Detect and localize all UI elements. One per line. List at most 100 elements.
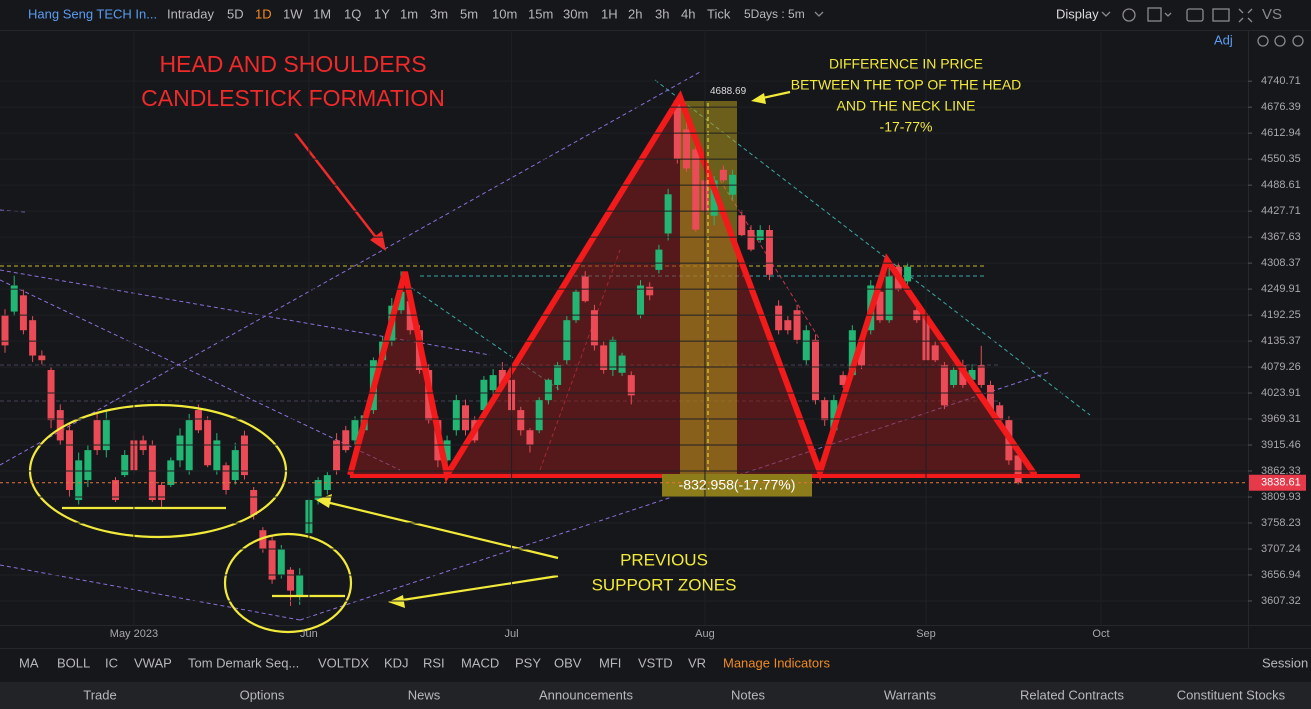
timeframe-button[interactable]: 30m bbox=[563, 6, 588, 21]
tab[interactable]: Trade bbox=[83, 687, 116, 702]
candle-body bbox=[194, 410, 202, 431]
timeframe-button[interactable]: Intraday bbox=[167, 6, 214, 21]
arrowhead bbox=[370, 231, 386, 251]
dropdown-caret bbox=[814, 11, 824, 17]
timeframe-button[interactable]: 3m bbox=[430, 6, 448, 21]
candle-body bbox=[692, 149, 700, 230]
candle-body bbox=[673, 100, 681, 160]
timeframe-button[interactable]: 2h bbox=[628, 6, 642, 21]
indicator-button[interactable]: VSTD bbox=[638, 655, 673, 670]
annotation: SUPPORT ZONES bbox=[592, 575, 737, 594]
candle-body bbox=[489, 375, 497, 391]
y-tick-label: 4249.91 bbox=[1261, 283, 1301, 295]
timeframe-button[interactable]: 5D bbox=[227, 6, 244, 21]
indicator-button[interactable]: VR bbox=[688, 655, 706, 670]
y-tick-label: 3758.23 bbox=[1261, 517, 1301, 529]
y-tick-label: 3656.94 bbox=[1261, 569, 1301, 581]
y-tick-label: 3915.46 bbox=[1261, 439, 1301, 451]
timeframe-button[interactable]: 1W bbox=[283, 6, 303, 21]
candle-body bbox=[204, 420, 212, 466]
timeframe-button[interactable]: 1m bbox=[400, 6, 418, 21]
indicator-button[interactable]: IC bbox=[105, 655, 118, 670]
candle-body bbox=[802, 330, 810, 361]
display-button[interactable]: Display bbox=[1056, 6, 1099, 21]
timeframe-button[interactable]: 3h bbox=[655, 6, 669, 21]
tab[interactable]: News bbox=[408, 687, 441, 702]
candle-body bbox=[738, 215, 746, 236]
timeframe-button[interactable]: 1H bbox=[601, 6, 618, 21]
timeframe-button[interactable]: 1D bbox=[255, 6, 272, 21]
manage-indicators[interactable]: Manage Indicators bbox=[723, 655, 830, 670]
candle-body bbox=[75, 460, 83, 500]
candle-body bbox=[609, 339, 617, 370]
candle-body bbox=[1, 315, 9, 346]
candle-body bbox=[655, 249, 663, 270]
timeframe-button[interactable]: 4h bbox=[681, 6, 695, 21]
layout-icon[interactable] bbox=[1147, 7, 1162, 22]
indicator-button[interactable]: MA bbox=[19, 655, 39, 670]
redo-icon[interactable] bbox=[1274, 35, 1286, 47]
candle-body bbox=[333, 440, 341, 471]
indicator-button[interactable]: MACD bbox=[461, 655, 499, 670]
timeframe-button[interactable]: Tick bbox=[707, 6, 731, 21]
settings-icon[interactable] bbox=[1122, 8, 1136, 22]
fullscreen-icon[interactable] bbox=[1238, 8, 1253, 23]
last-price-label: 3838.61 bbox=[1261, 477, 1301, 489]
reset-icon[interactable] bbox=[1292, 35, 1304, 47]
undo-icon[interactable] bbox=[1257, 35, 1269, 47]
timeframe-button[interactable]: 10m bbox=[492, 6, 517, 21]
y-tick-label: 4740.71 bbox=[1261, 75, 1301, 87]
indicator-button[interactable]: VOLTDX bbox=[318, 655, 369, 670]
candle-body bbox=[885, 276, 893, 321]
timeframe-button[interactable]: 1Y bbox=[374, 6, 390, 21]
candle-body bbox=[231, 450, 239, 481]
candle-body bbox=[775, 305, 783, 331]
symbol-name[interactable]: Hang Seng TECH In... bbox=[28, 6, 157, 21]
timeframe-button[interactable]: 5m bbox=[460, 6, 478, 21]
candle-body bbox=[498, 369, 506, 385]
indicator-button[interactable]: Tom Demark Seq... bbox=[188, 655, 299, 670]
candle-body bbox=[277, 549, 285, 575]
indicator-button[interactable]: OBV bbox=[554, 655, 582, 670]
candle-body bbox=[29, 320, 37, 356]
vs-button[interactable]: VS bbox=[1262, 6, 1282, 23]
tab[interactable]: Related Contracts bbox=[1020, 687, 1125, 702]
tab[interactable]: Warrants bbox=[884, 687, 937, 702]
indicator-button[interactable]: MFI bbox=[599, 655, 621, 670]
candle-body bbox=[636, 285, 644, 316]
indicator-button[interactable]: BOLL bbox=[57, 655, 90, 670]
adj-button[interactable]: Adj bbox=[1214, 32, 1233, 47]
tab[interactable]: Constituent Stocks bbox=[1177, 687, 1286, 702]
range-select[interactable]: 5Days : 5m bbox=[744, 7, 805, 21]
tab[interactable]: Announcements bbox=[539, 687, 633, 702]
candle-body bbox=[664, 194, 672, 234]
window-icon[interactable] bbox=[1212, 8, 1230, 22]
candle-body bbox=[397, 291, 405, 311]
tab[interactable]: Notes bbox=[731, 687, 765, 702]
timeframe-button[interactable]: 15m bbox=[528, 6, 553, 21]
candle-body bbox=[572, 291, 580, 321]
candle-body bbox=[112, 480, 120, 500]
session-button[interactable]: Session bbox=[1262, 655, 1308, 670]
timeframe-button[interactable]: 1Q bbox=[344, 6, 361, 21]
indicator-button[interactable]: PSY bbox=[515, 655, 541, 670]
candle-body bbox=[940, 365, 948, 406]
camera-icon[interactable] bbox=[1186, 8, 1204, 22]
indicator-button[interactable]: VWAP bbox=[134, 655, 172, 670]
y-tick-label: 4023.91 bbox=[1261, 387, 1301, 399]
candle-body bbox=[848, 330, 856, 376]
candle-body bbox=[158, 485, 166, 500]
candle-body bbox=[747, 229, 755, 250]
y-tick-label: 3707.24 bbox=[1261, 543, 1301, 555]
y-tick-label: 4367.63 bbox=[1261, 231, 1301, 243]
tab[interactable]: Options bbox=[240, 687, 285, 702]
timeframe-button[interactable]: 1M bbox=[313, 6, 331, 21]
arrowhead bbox=[751, 93, 766, 104]
candle-body bbox=[213, 440, 221, 471]
candle-body bbox=[38, 355, 46, 361]
indicator-button[interactable]: RSI bbox=[423, 655, 445, 670]
annotation: -17-77% bbox=[880, 119, 933, 135]
x-tick-label: Jul bbox=[505, 628, 519, 640]
head-price-label: 4688.69 bbox=[710, 86, 747, 97]
indicator-button[interactable]: KDJ bbox=[384, 655, 409, 670]
